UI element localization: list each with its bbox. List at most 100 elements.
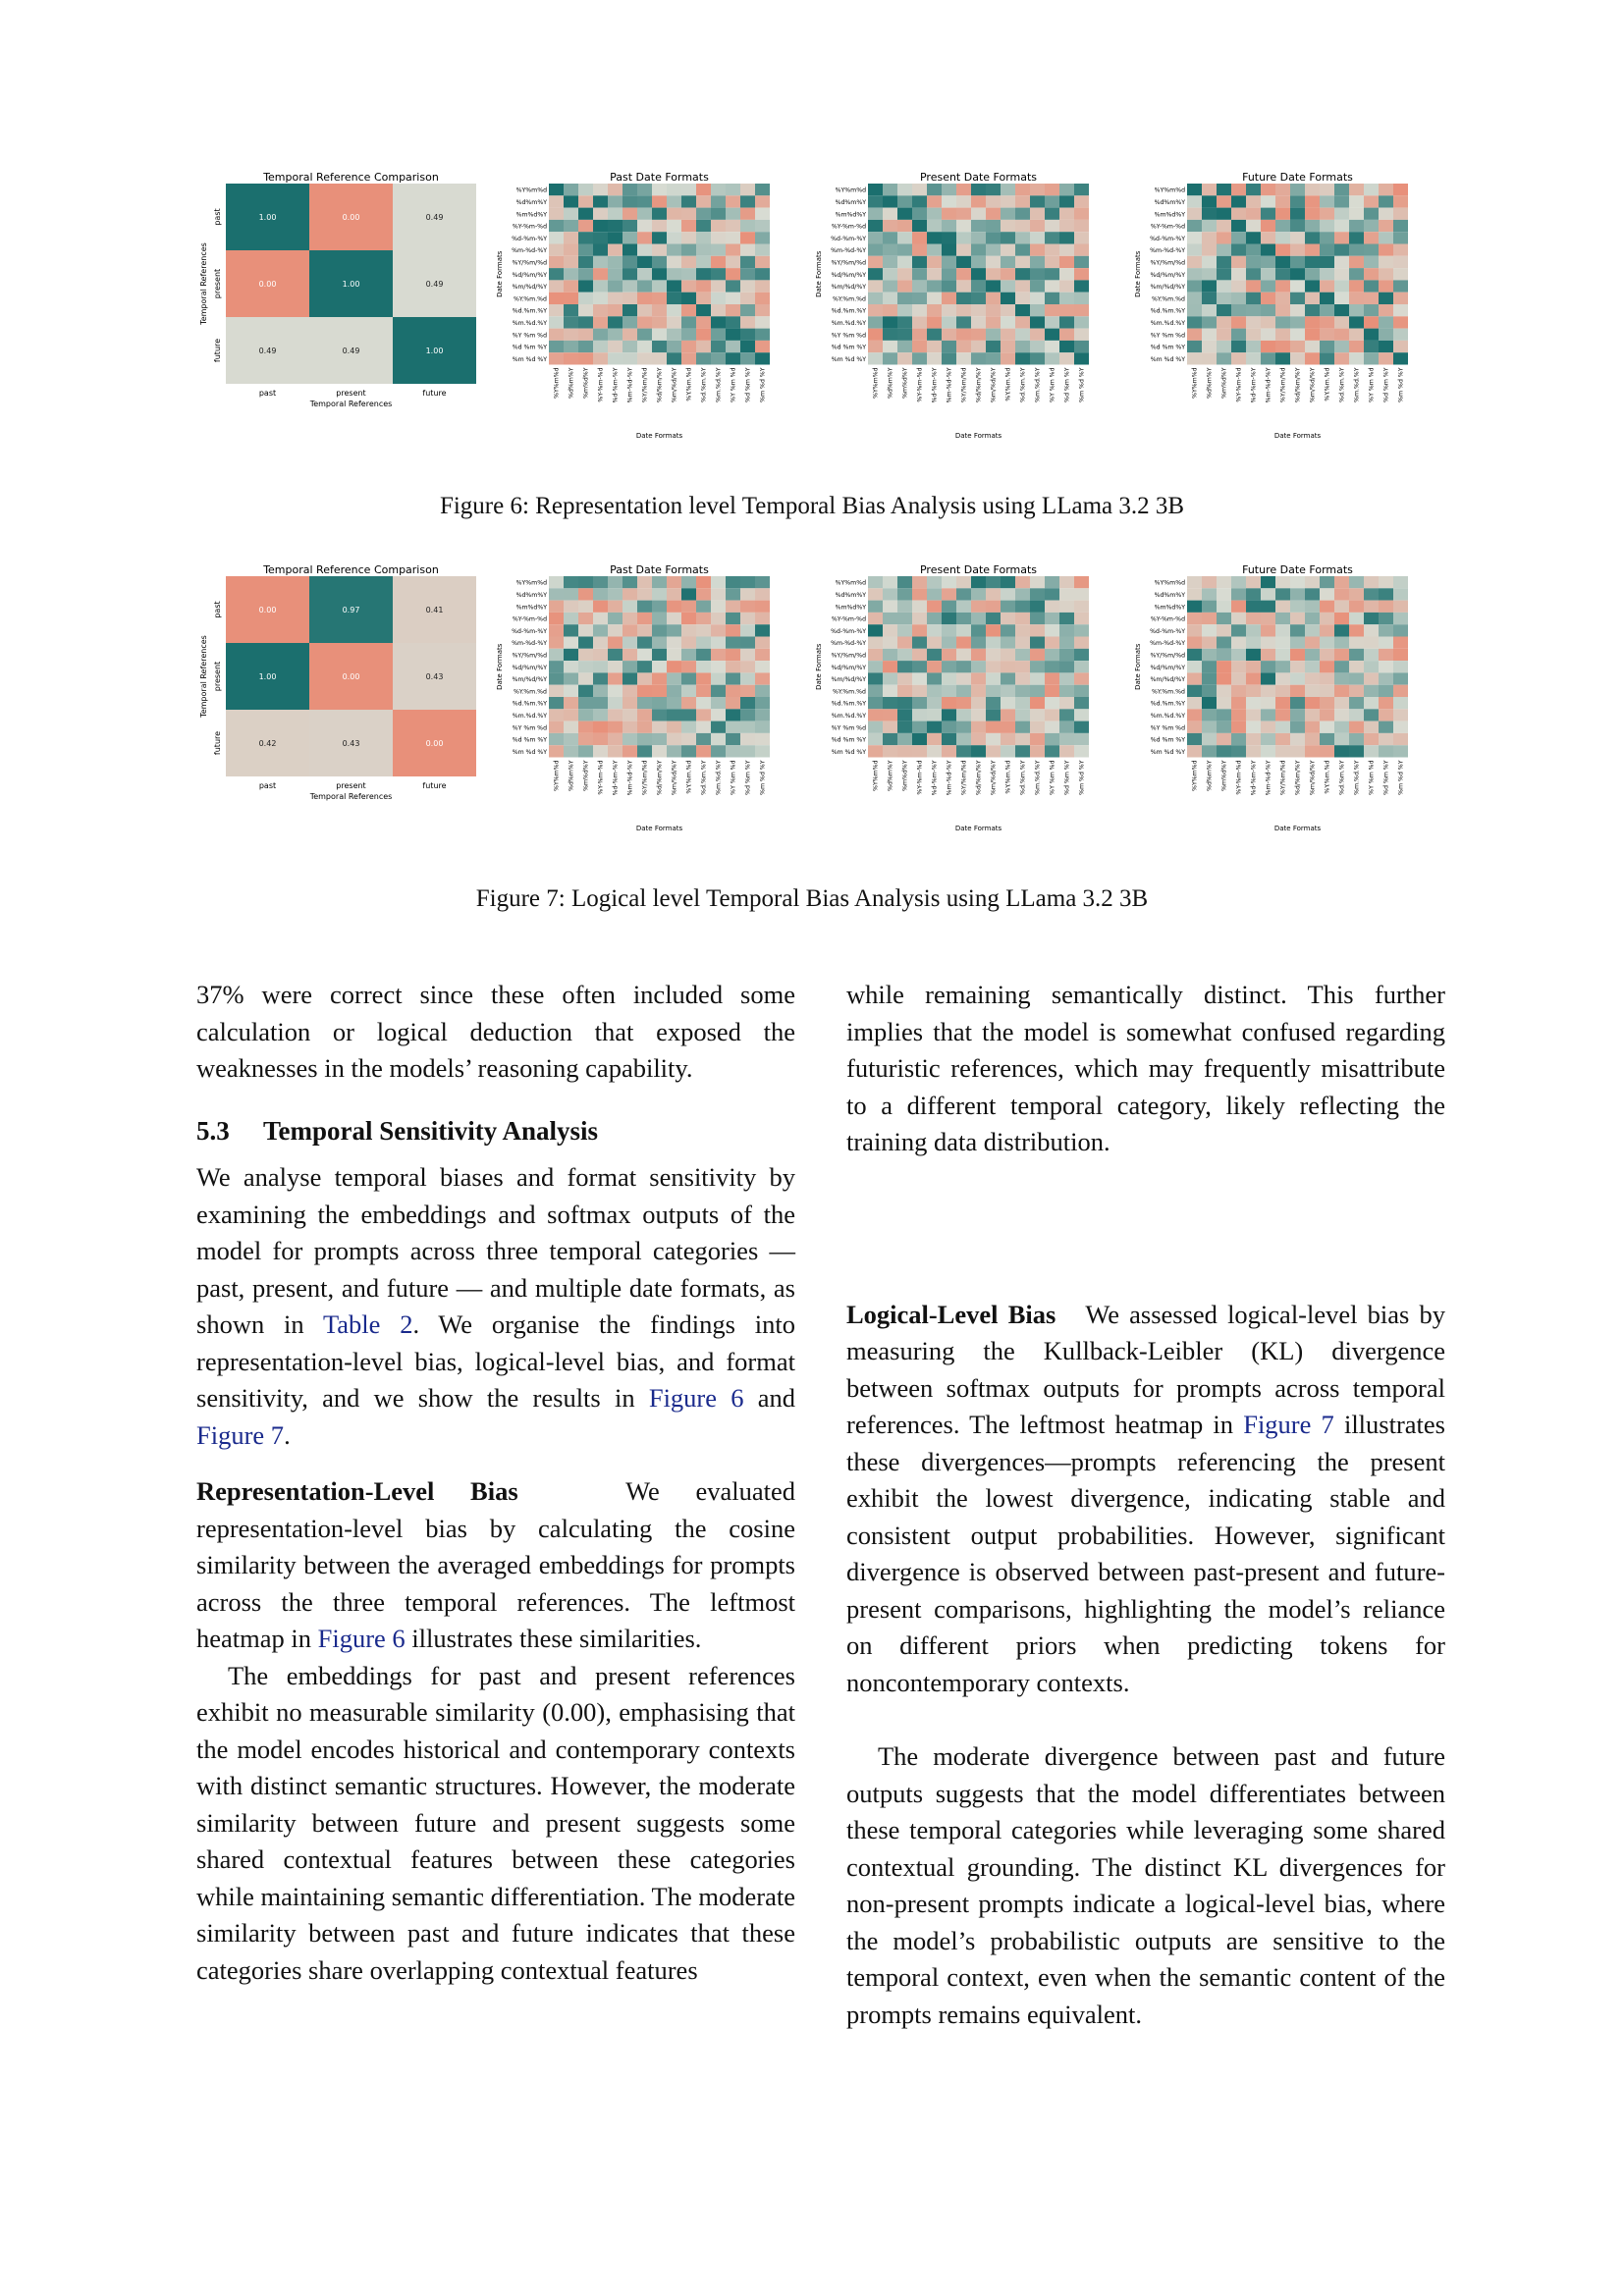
x-tick-label: %d%m%Y <box>1207 367 1214 399</box>
heatmap-cell <box>667 219 681 233</box>
heatmap-cell <box>1187 232 1202 244</box>
y-tick-label: %m %d %Y <box>832 749 867 756</box>
heatmap-cell <box>942 340 956 353</box>
heatmap-cell <box>942 576 956 589</box>
heatmap-cell <box>652 636 667 649</box>
heatmap-cell <box>1015 184 1030 196</box>
heatmap-cell <box>1290 292 1305 304</box>
heatmap-cell <box>1334 255 1349 269</box>
heatmap-cell <box>667 280 681 293</box>
heatmap-cell <box>1349 243 1364 256</box>
heatmap-cell <box>1246 207 1261 220</box>
heatmap-cell <box>740 316 755 329</box>
heatmap-cell <box>1364 280 1379 293</box>
heatmap-cell <box>740 721 755 733</box>
heatmap-cell <box>1334 316 1349 329</box>
cell-value-label: 0.49 <box>426 280 444 289</box>
heatmap-cell <box>1275 316 1290 329</box>
heatmap-cell <box>883 232 897 244</box>
y-tick-label: %m/%d/%Y <box>831 284 866 291</box>
heatmap-cell <box>1015 255 1030 269</box>
heatmap-cell <box>564 721 578 733</box>
figure-7-link[interactable]: Figure 7 <box>196 1419 285 1450</box>
heatmap-cell <box>1320 721 1334 733</box>
heatmap-cell <box>711 280 726 293</box>
heatmap-cell <box>1001 709 1015 721</box>
table-2-link[interactable]: Table 2 <box>322 1309 413 1339</box>
heatmap-cell <box>1261 195 1275 208</box>
x-tick-label: %m%d%Y <box>583 367 590 399</box>
heatmap-cell <box>652 219 667 233</box>
heatmap-cell <box>912 340 927 353</box>
heatmap-cell <box>740 352 755 365</box>
heatmap-cell <box>1393 721 1408 733</box>
heatmap-cell <box>608 600 623 613</box>
heatmap-cell <box>564 219 578 233</box>
heatmap-cell <box>1275 195 1290 208</box>
y-tick-label: %Y%m%d <box>836 187 866 194</box>
heatmap-cell <box>1059 316 1074 329</box>
heatmap-cell <box>1261 328 1275 341</box>
y-tick-label: past <box>213 601 222 617</box>
heatmap-cell <box>897 207 912 220</box>
heatmap-cell <box>1231 588 1246 601</box>
heatmap-cell <box>956 576 971 589</box>
heatmap-cell <box>1320 340 1334 353</box>
figure-7-link[interactable]: Figure 7 <box>1243 1410 1334 1439</box>
y-axis-label: Date Formats <box>496 643 504 690</box>
x-tick-label: %d%m%Y <box>888 367 894 399</box>
heatmap-cell <box>1334 648 1349 662</box>
heatmap-cell <box>755 243 770 256</box>
heatmap-cell <box>608 328 623 341</box>
heatmap-cell <box>681 340 696 353</box>
heatmap-cell <box>1290 684 1305 697</box>
heatmap-cell <box>578 243 593 256</box>
heatmap-cell <box>1217 697 1231 710</box>
heatmap-cell <box>986 207 1001 220</box>
heatmap-cell <box>1015 195 1030 208</box>
heatmap-cell <box>740 697 755 710</box>
heatmap-cell <box>1320 709 1334 721</box>
heatmap-cell <box>667 684 681 697</box>
heatmap-cell <box>667 316 681 329</box>
heatmap-cell <box>986 280 1001 293</box>
heatmap-cell <box>1059 184 1074 196</box>
heatmap-cell <box>1364 588 1379 601</box>
heatmap-cell <box>726 292 740 304</box>
heatmap-cell <box>1015 352 1030 365</box>
heatmap-cell <box>1305 745 1320 758</box>
figure-6-link[interactable]: Figure 6 <box>648 1383 744 1413</box>
heatmap-cell <box>927 684 942 697</box>
heatmap-cell <box>1187 243 1202 256</box>
heatmap-cell <box>1015 684 1030 697</box>
heatmap-cell <box>912 624 927 637</box>
heatmap-cell <box>912 268 927 281</box>
heatmap-cell <box>652 661 667 673</box>
heatmap-cell <box>1334 732 1349 746</box>
heatmap-cell <box>1364 745 1379 758</box>
heatmap-cell <box>971 697 986 710</box>
heatmap-cell <box>667 184 681 196</box>
y-tick-label: %d %m %Y <box>832 737 867 744</box>
heatmap-cell <box>971 600 986 613</box>
heatmap-cell <box>1261 661 1275 673</box>
heatmap-cell <box>1187 280 1202 293</box>
heatmap-cell <box>637 624 652 637</box>
heatmap-cell <box>897 745 912 758</box>
heatmap-cell <box>1045 648 1059 662</box>
heatmap-cell <box>1231 636 1246 649</box>
heatmap-cell <box>1217 280 1231 293</box>
heatmap-cell <box>696 292 711 304</box>
x-tick-label: %Y/%m/%d <box>961 367 968 402</box>
y-tick-label: %Y%m%d <box>1155 580 1185 587</box>
heatmap-cell <box>1261 588 1275 601</box>
heatmap-cell <box>637 661 652 673</box>
heatmap-cell <box>1074 684 1089 697</box>
heatmap-cell <box>868 672 883 685</box>
heatmap-cell <box>578 648 593 662</box>
heatmap-cell <box>637 195 652 208</box>
heatmap-cell <box>608 232 623 244</box>
heatmap-cell <box>652 612 667 625</box>
x-tick-label: %m %d %Y <box>1398 367 1405 402</box>
figure-6-link[interactable]: Figure 6 <box>317 1624 406 1653</box>
